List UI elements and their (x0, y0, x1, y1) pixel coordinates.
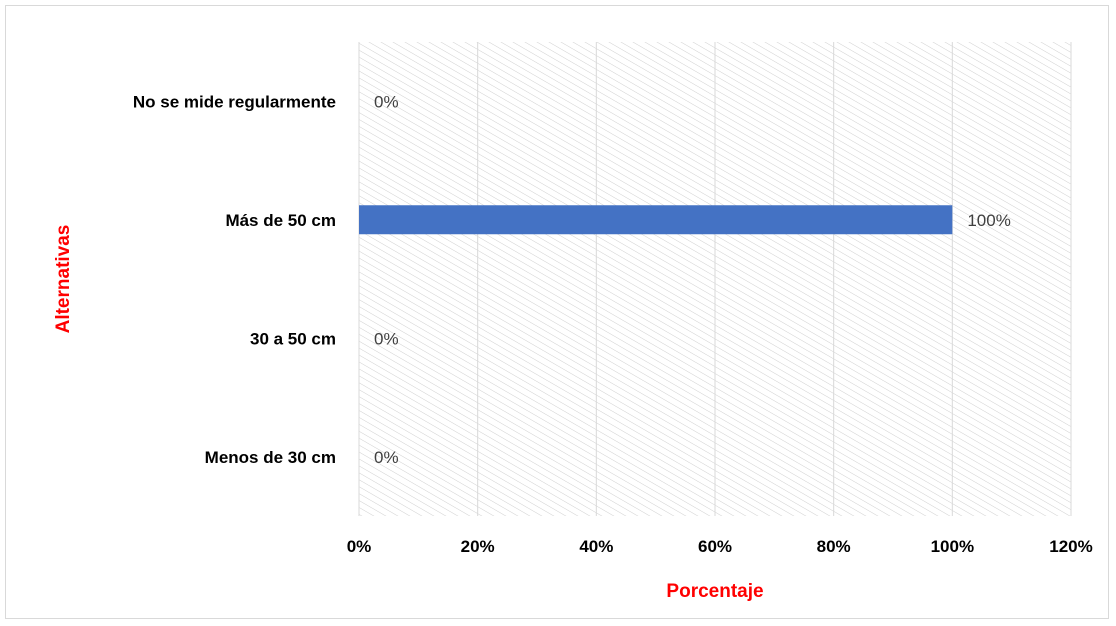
category-label: Más de 50 cm (225, 211, 336, 230)
category-label: Menos de 30 cm (205, 448, 336, 467)
category-labels: Menos de 30 cm 30 a 50 cm Más de 50 cm No s… (133, 92, 336, 467)
x-tick-label: 80% (817, 537, 851, 556)
x-tick-label: 20% (461, 537, 495, 556)
bars (359, 205, 953, 235)
x-axis-title: Porcentaje (666, 581, 763, 602)
x-tick-label: 120% (1049, 537, 1092, 556)
bar (359, 205, 953, 235)
data-labels: 0% 0% 100% 0% (374, 92, 1011, 467)
bar-chart: Menos de 30 cm 30 a 50 cm Más de 50 cm No s… (53, 42, 1093, 602)
x-tick-label: 100% (931, 537, 974, 556)
x-tick-label: 60% (698, 537, 732, 556)
data-label: 100% (967, 211, 1010, 230)
data-label: 0% (374, 92, 399, 111)
category-label: No se mide regularmente (133, 92, 336, 111)
y-axis-title: Alternativas (53, 225, 74, 334)
x-tick-labels: 0% 20% 40% 60% 80% 100% 120% (347, 537, 1093, 556)
chart-frame: Menos de 30 cm 30 a 50 cm Más de 50 cm No s… (5, 5, 1109, 619)
data-label: 0% (374, 448, 399, 467)
x-tick-label: 40% (579, 537, 613, 556)
x-tick-label: 0% (347, 537, 372, 556)
data-label: 0% (374, 329, 399, 348)
category-label: 30 a 50 cm (250, 329, 336, 348)
gridlines (358, 42, 1072, 516)
